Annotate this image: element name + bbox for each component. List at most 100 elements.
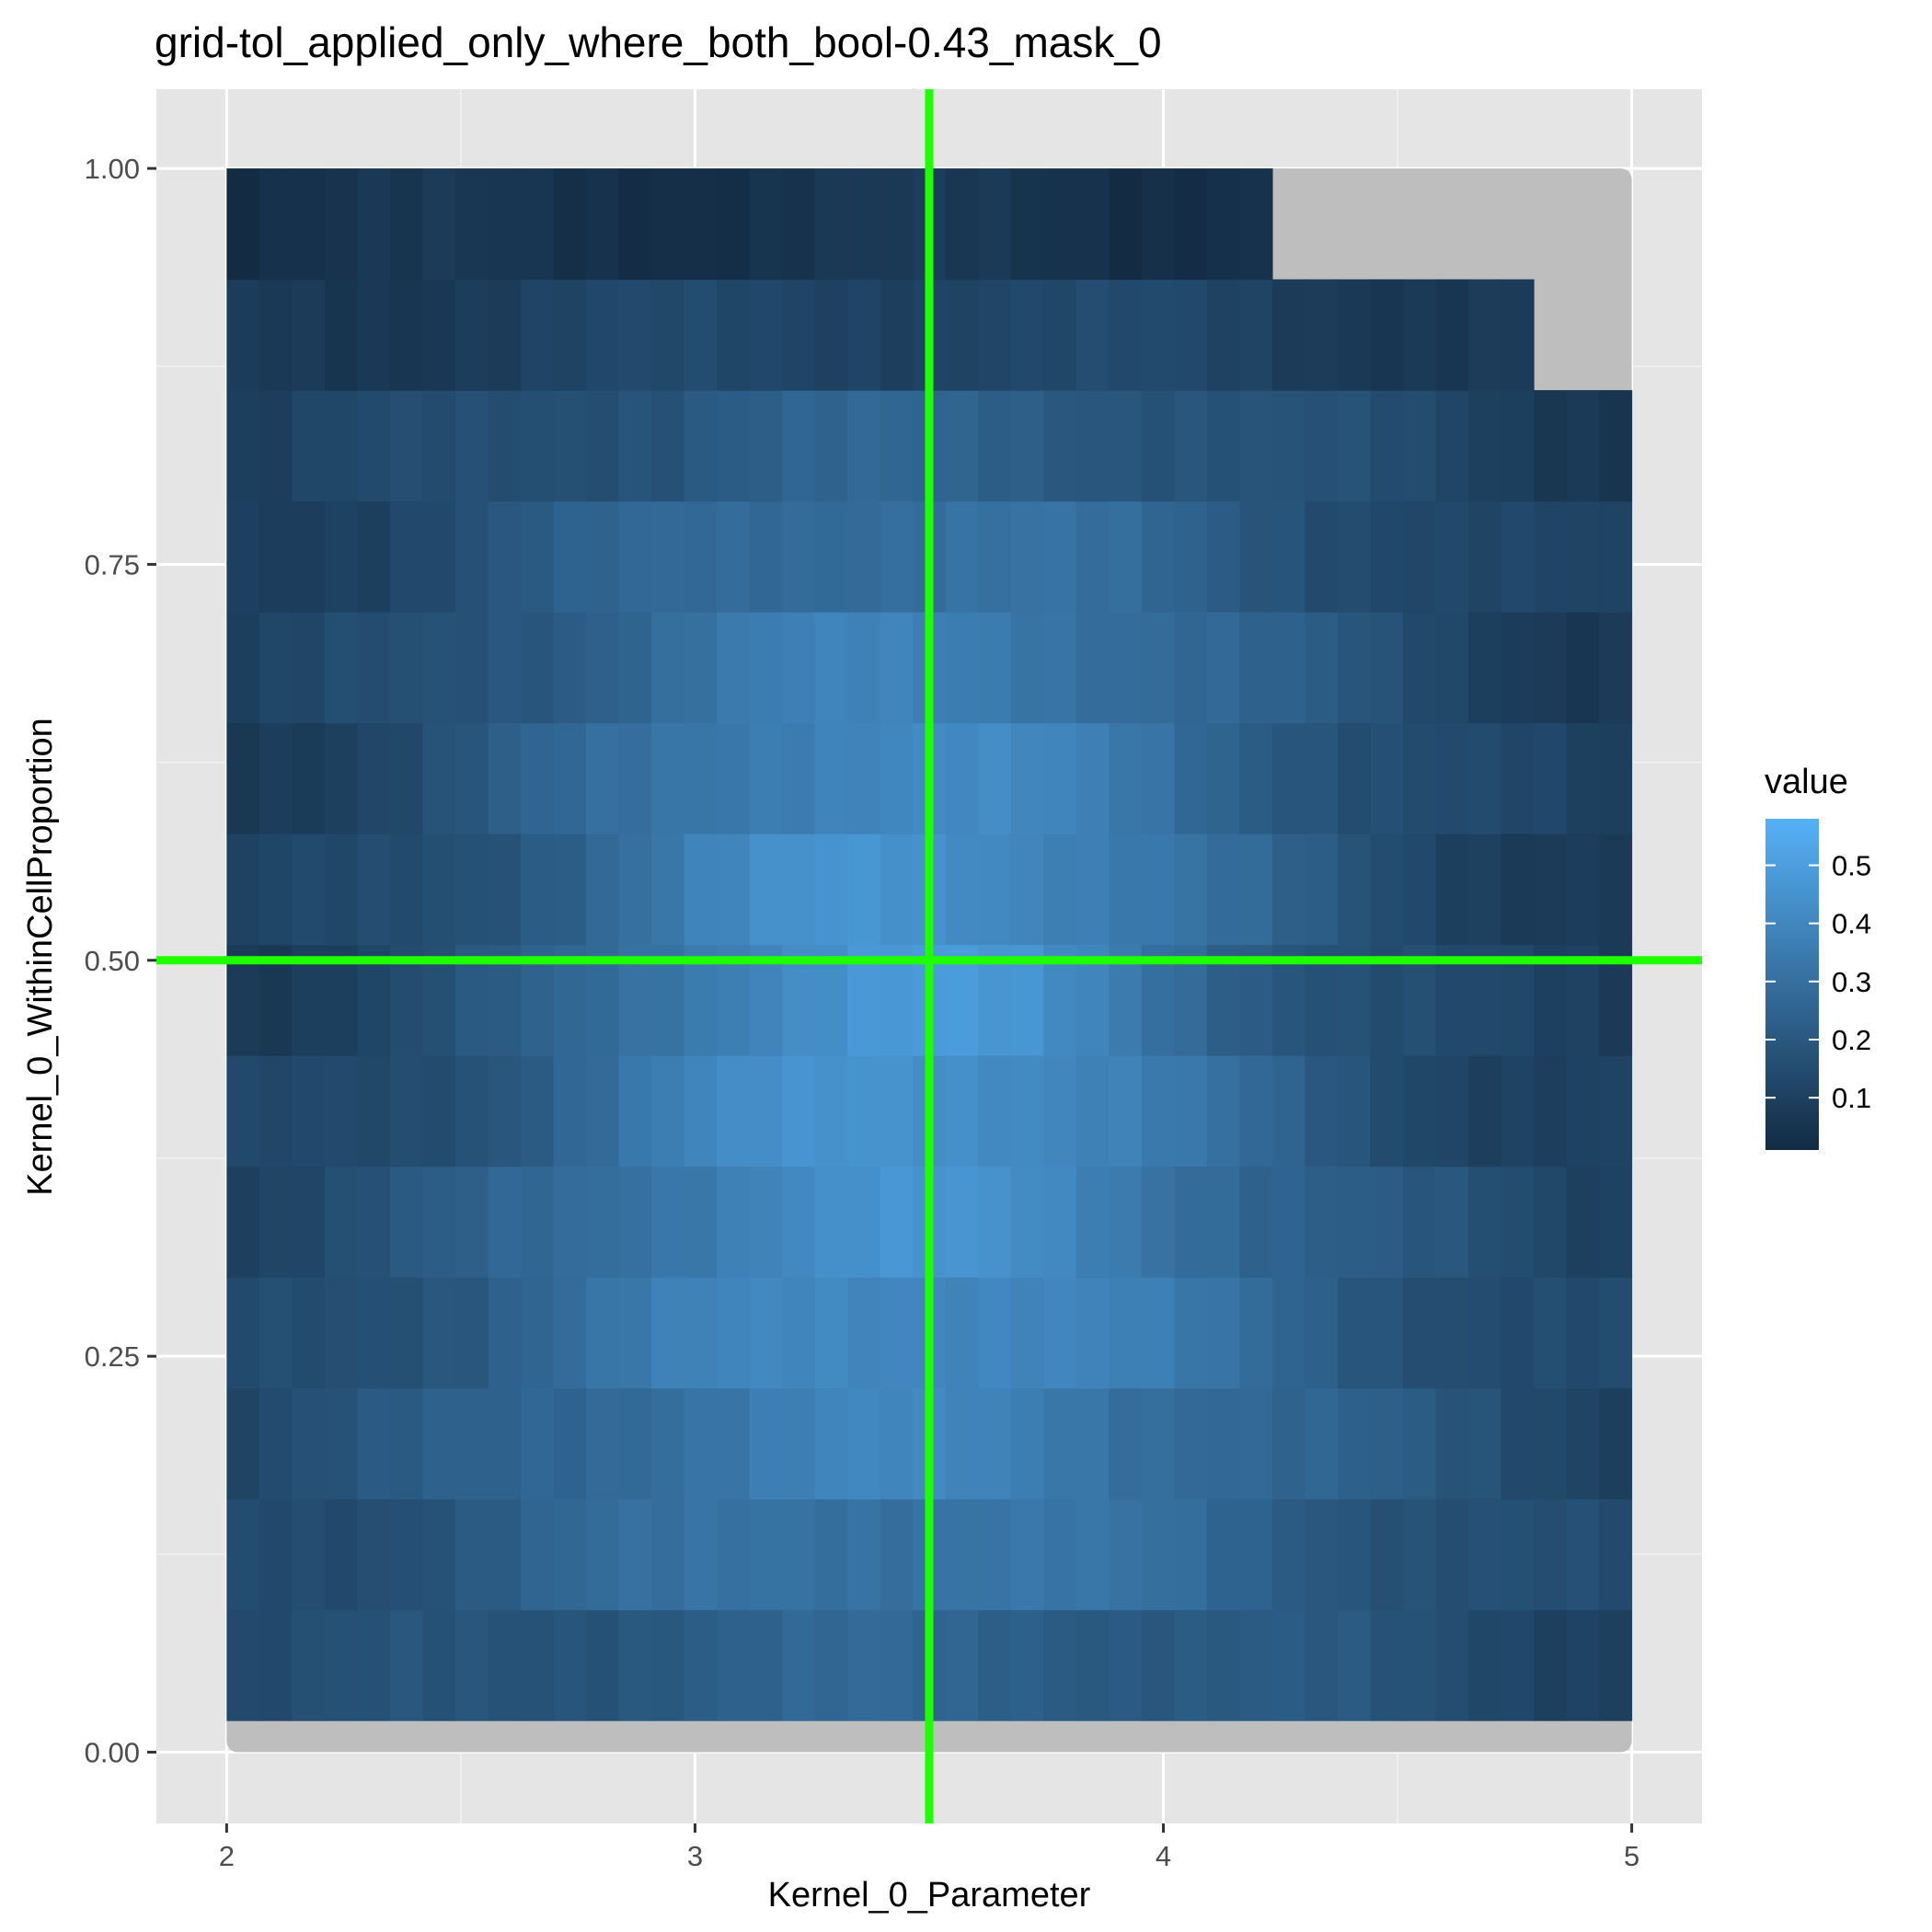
heatmap-tile bbox=[684, 168, 718, 281]
heatmap-tile bbox=[880, 1166, 914, 1278]
heatmap-tile bbox=[292, 1499, 326, 1611]
heatmap-tile bbox=[1403, 1277, 1437, 1389]
heatmap-tile bbox=[749, 722, 783, 834]
heatmap-tile bbox=[945, 722, 979, 834]
heatmap-tile bbox=[1403, 1387, 1437, 1500]
y-tick-label: 0.75 bbox=[85, 548, 140, 581]
heatmap-tile bbox=[389, 1277, 424, 1389]
heatmap-tile bbox=[717, 168, 751, 281]
heatmap-tile bbox=[1370, 1387, 1404, 1500]
heatmap-tile bbox=[454, 168, 489, 281]
heatmap-tile bbox=[586, 1609, 620, 1721]
heatmap-tile bbox=[521, 612, 555, 724]
heatmap-tile bbox=[553, 722, 587, 834]
heatmap-tile bbox=[618, 612, 652, 724]
heatmap-tile bbox=[1271, 500, 1306, 613]
heatmap-tile bbox=[945, 1166, 979, 1278]
heatmap-tile bbox=[1501, 1166, 1535, 1278]
heatmap-tile bbox=[651, 390, 685, 502]
heatmap-tile bbox=[880, 168, 914, 281]
heatmap-tile bbox=[324, 834, 359, 946]
heatmap-tile bbox=[259, 1166, 293, 1278]
heatmap-tile bbox=[1435, 1277, 1469, 1389]
heatmap-tile bbox=[978, 1609, 1012, 1721]
heatmap-tile bbox=[814, 500, 848, 613]
heatmap-tile bbox=[521, 1499, 555, 1611]
heatmap-tile bbox=[1075, 168, 1110, 281]
heatmap-tile bbox=[259, 612, 293, 724]
heatmap-tile bbox=[586, 1055, 620, 1167]
heatmap-tile bbox=[292, 279, 326, 391]
heatmap-tile bbox=[1403, 1055, 1437, 1167]
heatmap-tile bbox=[422, 390, 456, 502]
heatmap-tile bbox=[1075, 279, 1110, 391]
heatmap-tile bbox=[226, 390, 260, 502]
heatmap-tile bbox=[717, 1609, 751, 1721]
heatmap-tile bbox=[1010, 1387, 1044, 1500]
heatmap-tile bbox=[945, 834, 979, 946]
legend-colorbar bbox=[1765, 819, 1819, 1150]
heatmap-tile bbox=[1337, 1166, 1372, 1278]
heatmap-tile bbox=[1043, 500, 1077, 613]
heatmap-tile bbox=[945, 1609, 979, 1721]
heatmap-tile bbox=[324, 1166, 359, 1278]
heatmap-tile bbox=[651, 722, 685, 834]
heatmap-tile bbox=[717, 1387, 751, 1500]
heatmap-tile bbox=[1305, 834, 1339, 946]
heatmap-tile bbox=[880, 1609, 914, 1721]
heatmap-tile bbox=[1566, 612, 1600, 724]
heatmap-tile bbox=[1174, 500, 1208, 613]
heatmap-tile bbox=[259, 168, 293, 281]
heatmap-tile bbox=[357, 168, 391, 281]
heatmap-tile bbox=[389, 1499, 424, 1611]
heatmap-tile bbox=[488, 390, 522, 502]
heatmap-tile bbox=[586, 1277, 620, 1389]
heatmap-tile bbox=[717, 612, 751, 724]
heatmap-tile bbox=[324, 168, 359, 281]
heatmap-tile bbox=[684, 1499, 718, 1611]
heatmap-tile bbox=[586, 1387, 620, 1500]
heatmap-tile bbox=[684, 1055, 718, 1167]
heatmap-tile bbox=[521, 168, 555, 281]
heatmap-tile bbox=[782, 279, 816, 391]
heatmap-tile bbox=[1468, 1166, 1502, 1278]
heatmap-tile bbox=[357, 500, 391, 613]
heatmap-tile bbox=[1370, 722, 1404, 834]
heatmap-tile bbox=[1043, 1277, 1077, 1389]
heatmap-tile bbox=[1370, 500, 1404, 613]
heatmap-tile bbox=[1305, 1055, 1339, 1167]
heatmap-tile bbox=[782, 1055, 816, 1167]
heatmap-tile bbox=[1075, 1055, 1110, 1167]
heatmap-tile bbox=[1599, 1055, 1633, 1167]
heatmap-tile bbox=[454, 722, 489, 834]
heatmap-tile bbox=[389, 168, 424, 281]
heatmap-tile bbox=[1566, 1609, 1600, 1721]
heatmap-tile bbox=[880, 1055, 914, 1167]
reference-lines bbox=[156, 89, 1702, 1823]
heatmap-tile bbox=[553, 612, 587, 724]
heatmap-tile bbox=[553, 390, 587, 502]
heatmap-tile bbox=[782, 1609, 816, 1721]
heatmap-tile bbox=[1271, 722, 1306, 834]
heatmap-tile bbox=[454, 390, 489, 502]
heatmap-tile bbox=[782, 500, 816, 613]
heatmap-tile bbox=[389, 722, 424, 834]
heatmap-tile bbox=[1534, 1277, 1568, 1389]
heatmap-tile bbox=[1174, 390, 1208, 502]
x-axis-title: Kernel_0_Parameter bbox=[768, 1876, 1091, 1915]
heatmap-tile bbox=[684, 390, 718, 502]
heatmap-tile bbox=[521, 1277, 555, 1389]
heatmap-tile bbox=[1239, 168, 1273, 281]
heatmap-tile bbox=[945, 279, 979, 391]
heatmap-tile bbox=[259, 722, 293, 834]
heatmap-tile bbox=[521, 390, 555, 502]
heatmap-tile bbox=[1174, 1609, 1208, 1721]
heatmap-tile bbox=[1206, 612, 1241, 724]
heatmap-tile bbox=[586, 722, 620, 834]
heatmap-tile bbox=[1141, 834, 1175, 946]
heatmap-tile bbox=[1109, 1387, 1143, 1500]
heatmap-tile bbox=[357, 834, 391, 946]
heatmap-tile bbox=[847, 1277, 881, 1389]
heatmap-tile bbox=[1370, 279, 1404, 391]
heatmap-tile bbox=[1599, 834, 1633, 946]
